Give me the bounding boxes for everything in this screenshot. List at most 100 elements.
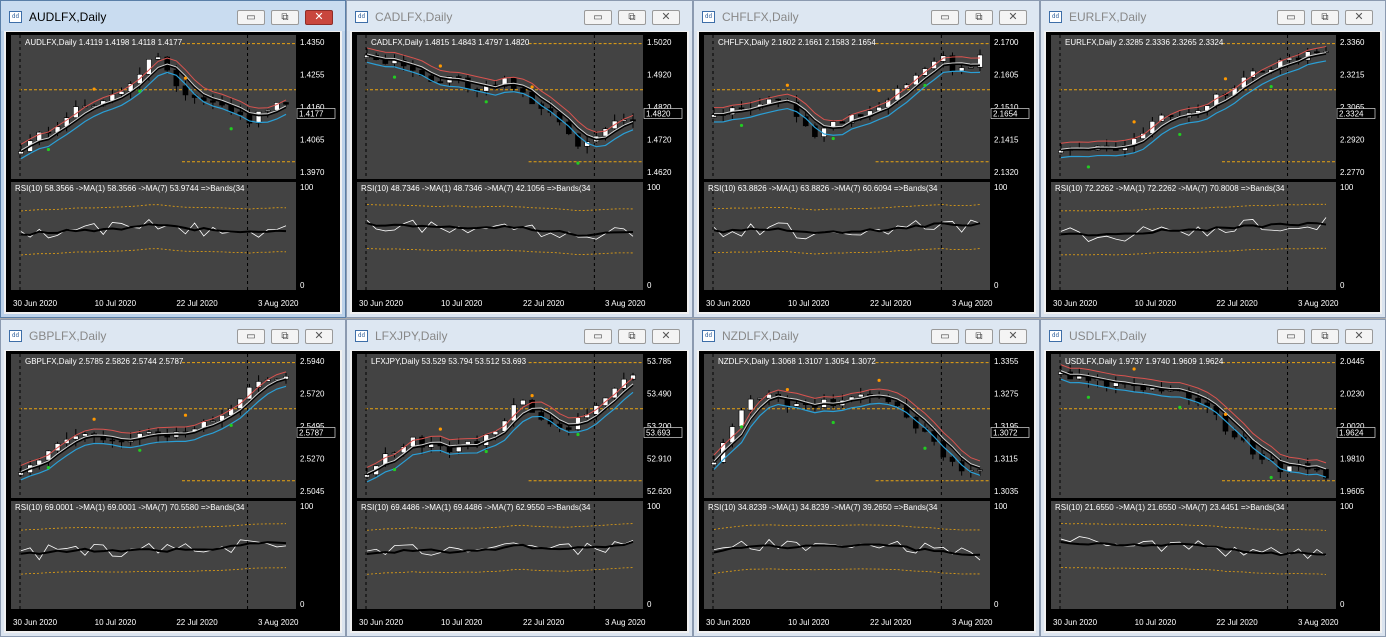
price-chart[interactable]: LFXJPY,Daily 53.529 53.794 53.512 53.693…: [352, 351, 689, 633]
restore-button[interactable]: ⧉: [618, 329, 646, 344]
price-chart[interactable]: AUDLFX,Daily 1.4119 1.4198 1.4118 1.4177…: [6, 32, 342, 314]
price-chart[interactable]: NZDLFX,Daily 1.3068 1.3107 1.3054 1.3072…: [699, 351, 1036, 633]
minimize-button[interactable]: ▭: [931, 329, 959, 344]
rsi-panel: [11, 182, 296, 290]
price-panel: [357, 354, 643, 498]
window-titlebar[interactable]: dd LFXJPY,Daily ▭ ⧉ ✕: [347, 320, 692, 350]
current-price-tag: [1336, 427, 1376, 438]
chart-window-usdlfx[interactable]: dd USDLFX,Daily ▭ ⧉ ✕ USDLFX,Daily 1.9737 1.9…: [1040, 319, 1386, 637]
rsi-panel: [357, 182, 643, 290]
chart-area[interactable]: CHFLFX,Daily 2.1602 2.1661 2.1583 2.1654…: [699, 32, 1034, 312]
price-axis-label: 1.3195: [994, 422, 1019, 431]
close-button[interactable]: ✕: [652, 329, 680, 344]
window-titlebar[interactable]: dd NZDLFX,Daily ▭ ⧉ ✕: [694, 320, 1039, 350]
current-price-tag: [296, 108, 336, 119]
price-chart[interactable]: CADLFX,Daily 1.4815 1.4843 1.4797 1.4820…: [352, 32, 689, 314]
window-titlebar[interactable]: dd CADLFX,Daily ▭ ⧉ ✕: [347, 1, 692, 31]
chart-window-cadlfx[interactable]: dd CADLFX,Daily ▭ ⧉ ✕ CADLFX,Daily 1.4815 1.4…: [346, 0, 693, 318]
lower-band-line: [20, 71, 287, 160]
chart-window-lfxjpy[interactable]: dd LFXJPY,Daily ▭ ⧉ ✕ LFXJPY,Daily 53.529 53.…: [346, 319, 693, 637]
window-titlebar[interactable]: dd CHFLFX,Daily ▭ ⧉ ✕: [694, 1, 1039, 31]
current-price-label: 1.9624: [1339, 429, 1364, 438]
date-axis-label: 30 Jun 2020: [359, 299, 404, 308]
fractal-up-marker: [877, 378, 881, 382]
chart-area[interactable]: AUDLFX,Daily 1.4119 1.4198 1.4118 1.4177…: [6, 32, 340, 312]
chart-window-icon: dd: [355, 11, 368, 23]
close-button[interactable]: ✕: [999, 329, 1027, 344]
chart-area[interactable]: EURLFX,Daily 2.3285 2.3336 2.3265 2.3324…: [1046, 32, 1380, 312]
price-axis-label: 1.9605: [1340, 487, 1365, 496]
window-titlebar[interactable]: dd AUDLFX,Daily ▭ ⧉ ✕: [1, 1, 345, 31]
price-axis-label: 1.3355: [994, 357, 1019, 366]
window-titlebar[interactable]: dd EURLFX,Daily ▭ ⧉ ✕: [1041, 1, 1385, 31]
restore-button[interactable]: ⧉: [1311, 10, 1339, 25]
price-chart[interactable]: GBPLFX,Daily 2.5785 2.5826 2.5744 2.5787…: [6, 351, 342, 633]
current-price-label: 2.3324: [1339, 110, 1364, 119]
rsi-line: [1060, 217, 1327, 243]
chart-window-icon: dd: [1049, 11, 1062, 23]
fractal-down-marker: [923, 83, 927, 88]
rsi-ma-line: [20, 541, 287, 555]
fractal-up-marker: [530, 85, 534, 89]
date-axis-label: 3 Aug 2020: [605, 299, 646, 308]
close-button[interactable]: ✕: [652, 10, 680, 25]
candle-body: [146, 58, 152, 75]
chart-window-nzdlfx[interactable]: dd NZDLFX,Daily ▭ ⧉ ✕ NZDLFX,Daily 1.3068 1.3…: [693, 319, 1040, 637]
close-button[interactable]: ✕: [1345, 329, 1373, 344]
close-button[interactable]: ✕: [999, 10, 1027, 25]
price-chart[interactable]: EURLFX,Daily 2.3285 2.3336 2.3265 2.3324…: [1046, 32, 1382, 314]
fractal-up-marker: [1132, 367, 1136, 371]
date-axis-label: 10 Jul 2020: [1135, 618, 1177, 627]
chart-area[interactable]: LFXJPY,Daily 53.529 53.794 53.512 53.693…: [352, 351, 687, 631]
candle-body: [82, 433, 88, 437]
restore-button[interactable]: ⧉: [1311, 329, 1339, 344]
price-axis-label: 1.3115: [994, 455, 1018, 464]
price-chart[interactable]: CHFLFX,Daily 2.1602 2.1661 2.1583 2.1654…: [699, 32, 1036, 314]
fractal-down-marker: [46, 147, 51, 152]
minimize-button[interactable]: ▭: [584, 329, 612, 344]
candle-body: [1314, 51, 1320, 54]
chart-window-chflfx[interactable]: dd CHFLFX,Daily ▭ ⧉ ✕ CHFLFX,Daily 2.1602 2.1…: [693, 0, 1040, 318]
close-button[interactable]: ✕: [1345, 10, 1373, 25]
minimize-button[interactable]: ▭: [237, 10, 265, 25]
window-titlebar[interactable]: dd USDLFX,Daily ▭ ⧉ ✕: [1041, 320, 1385, 350]
candle-body: [1186, 390, 1192, 399]
window-titlebar[interactable]: dd GBPLFX,Daily ▭ ⧉ ✕: [1, 320, 345, 350]
candle-body: [894, 401, 901, 406]
restore-button[interactable]: ⧉: [271, 10, 299, 25]
current-price-tag: [296, 427, 336, 438]
restore-button[interactable]: ⧉: [618, 10, 646, 25]
rsi-ma-line: [713, 222, 981, 235]
minimize-button[interactable]: ▭: [1277, 329, 1305, 344]
chart-area[interactable]: GBPLFX,Daily 2.5785 2.5826 2.5744 2.5787…: [6, 351, 340, 631]
chart-area[interactable]: USDLFX,Daily 1.9737 1.9740 1.9609 1.9624…: [1046, 351, 1380, 631]
minimize-button[interactable]: ▭: [237, 329, 265, 344]
price-axis-label: 2.2770: [1340, 168, 1365, 177]
close-button[interactable]: ✕: [305, 10, 333, 25]
candle-body: [391, 452, 398, 455]
price-axis-label: 1.3970: [300, 168, 325, 177]
chart-window-gbplfx[interactable]: dd GBPLFX,Daily ▭ ⧉ ✕ GBPLFX,Daily 2.5785 2.5…: [0, 319, 346, 637]
chart-area[interactable]: NZDLFX,Daily 1.3068 1.3107 1.3054 1.3072…: [699, 351, 1034, 631]
restore-button[interactable]: ⧉: [965, 329, 993, 344]
rsi-axis-max: 100: [994, 183, 1008, 192]
date-axis-label: 10 Jul 2020: [1135, 299, 1177, 308]
candle-body: [210, 420, 216, 423]
chart-window-eurlfx[interactable]: dd EURLFX,Daily ▭ ⧉ ✕ EURLFX,Daily 2.3285 2.3…: [1040, 0, 1386, 318]
minimize-button[interactable]: ▭: [931, 10, 959, 25]
rsi-axis-min: 0: [647, 600, 652, 609]
moving-average-line: [1060, 371, 1327, 471]
minimize-button[interactable]: ▭: [584, 10, 612, 25]
restore-button[interactable]: ⧉: [271, 329, 299, 344]
minimize-button[interactable]: ▭: [1277, 10, 1305, 25]
rsi-upper-band: [1060, 522, 1327, 531]
price-axis-label: 2.2920: [1340, 136, 1365, 145]
candle-body: [1314, 468, 1320, 471]
window-title: CADLFX,Daily: [375, 10, 453, 24]
close-button[interactable]: ✕: [305, 329, 333, 344]
price-chart[interactable]: USDLFX,Daily 1.9737 1.9740 1.9609 1.9624…: [1046, 351, 1382, 633]
chart-window-audlfx[interactable]: dd AUDLFX,Daily ▭ ⧉ ✕ AUDLFX,Daily 1.4119 1.4…: [0, 0, 346, 318]
restore-button[interactable]: ⧉: [965, 10, 993, 25]
chart-area[interactable]: CADLFX,Daily 1.4815 1.4843 1.4797 1.4820…: [352, 32, 687, 312]
date-axis-label: 3 Aug 2020: [605, 618, 646, 627]
